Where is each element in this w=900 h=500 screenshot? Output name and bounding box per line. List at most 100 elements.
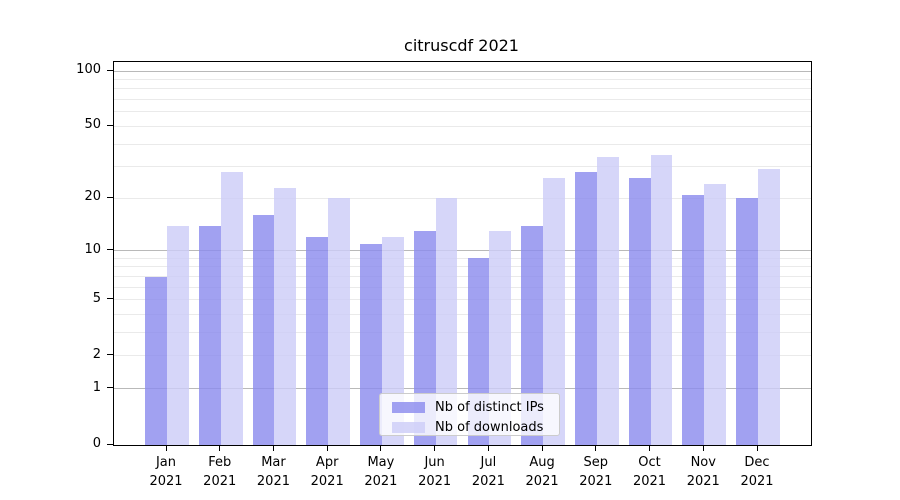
x-tick-month: Nov [690,455,716,470]
x-tick-month: Apr [315,455,339,470]
bar-nb-of-distinct-ips [682,194,705,445]
x-tick-year: 2021 [525,474,559,489]
major-gridline [114,250,811,252]
x-tick-year: 2021 [740,474,774,489]
bar-nb-of-distinct-ips [736,198,758,445]
bar-nb-of-distinct-ips [252,215,275,445]
x-tick-mark [219,445,221,451]
x-tick-label: Sep 2021 [564,453,628,491]
x-tick-label: May 2021 [349,453,413,491]
y-tick-mark [107,298,113,300]
x-tick-year: 2021 [471,474,505,489]
y-tick-mark [107,443,113,445]
bar-nb-of-distinct-ips [413,231,436,445]
x-tick-month: Jan [155,455,177,470]
y-tick-label: 1 [92,379,101,395]
minor-gridline [114,166,811,168]
bar-nb-of-distinct-ips [360,243,382,445]
minor-gridline [114,332,811,334]
bar-nb-of-downloads [650,154,673,445]
x-tick-year: 2021 [364,474,398,489]
minor-gridline [114,99,811,101]
bar-nb-of-distinct-ips [306,237,329,445]
y-tick-mark [107,69,113,71]
x-tick-mark [434,445,436,451]
legend-swatch-distinct-ips [392,402,425,413]
minor-gridline [114,79,811,81]
x-tick-month: Sep [583,455,609,470]
bar-nb-of-downloads [220,172,243,445]
x-tick-month: Mar [261,455,286,470]
legend-item-downloads: Nb of downloads [392,419,559,436]
x-tick-mark [326,445,328,451]
x-tick-month: Aug [529,455,555,470]
x-tick-year: 2021 [579,474,613,489]
x-tick-month: Jul [480,455,497,470]
x-tick-mark [380,445,382,451]
bar-nb-of-downloads [489,231,512,445]
x-tick-year: 2021 [149,474,183,489]
bar-nb-of-downloads [596,156,619,445]
y-tick-label: 2 [92,346,101,362]
y-tick-mark [107,124,113,126]
y-tick-mark [107,354,113,356]
major-gridline [114,388,811,390]
y-tick-mark [107,196,113,198]
bar-nb-of-downloads [167,225,189,445]
bar-nb-of-downloads [758,169,780,445]
x-tick-mark [165,445,167,451]
y-tick-mark [107,249,113,251]
minor-gridline [114,88,811,90]
x-tick-month: Oct [638,455,661,470]
minor-gridline [114,257,811,259]
y-tick-label: 5 [92,290,101,306]
x-tick-mark [756,445,758,451]
x-tick-label: Dec 2021 [725,453,789,491]
legend-item-distinct-ips: Nb of distinct IPs [392,399,559,416]
y-tick-label: 100 [76,62,101,78]
y-tick-label: 0 [92,436,101,451]
x-tick-label: Aug 2021 [510,453,574,491]
legend-label-downloads: Nb of downloads [435,420,544,435]
bar-nb-of-distinct-ips [628,177,651,445]
x-tick-label: Jul 2021 [456,453,520,491]
x-tick-label: Apr 2021 [295,453,359,491]
minor-gridline [114,299,811,301]
legend: Nb of distinct IPs Nb of downloads [379,393,560,436]
x-tick-label: Jan 2021 [134,453,198,491]
bar-nb-of-distinct-ips [521,225,544,445]
chart-title: citruscdf 2021 [404,36,519,55]
y-tick-mark [107,387,113,389]
x-tick-year: 2021 [310,474,344,489]
x-tick-month: Dec [744,455,770,470]
x-tick-year: 2021 [256,474,290,489]
minor-gridline [114,266,811,268]
x-tick-month: May [367,455,395,470]
y-tick-label: 10 [84,241,101,257]
x-tick-month: Jun [424,455,445,470]
y-tick-label: 20 [84,189,101,205]
x-tick-label: Feb 2021 [188,453,252,491]
minor-gridline [114,125,811,127]
minor-gridline [114,286,811,288]
x-tick-label: Mar 2021 [241,453,305,491]
minor-gridline [114,276,811,278]
x-tick-mark [541,445,543,451]
minor-gridline [114,355,811,357]
major-gridline [114,70,811,72]
y-tick-label: 50 [84,117,101,133]
bar-nb-of-downloads [435,198,458,445]
minor-gridline [114,197,811,199]
x-tick-label: Jun 2021 [403,453,467,491]
x-tick-label: Oct 2021 [618,453,682,491]
x-tick-mark [595,445,597,451]
x-tick-year: 2021 [632,474,667,489]
x-tick-year: 2021 [418,474,452,489]
bar-nb-of-downloads [543,177,565,445]
x-tick-label: Nov 2021 [671,453,735,491]
x-tick-mark [272,445,274,451]
x-tick-mark [649,445,651,451]
bar-nb-of-downloads [274,187,297,445]
bar-nb-of-distinct-ips [575,172,597,445]
x-tick-year: 2021 [203,474,237,489]
